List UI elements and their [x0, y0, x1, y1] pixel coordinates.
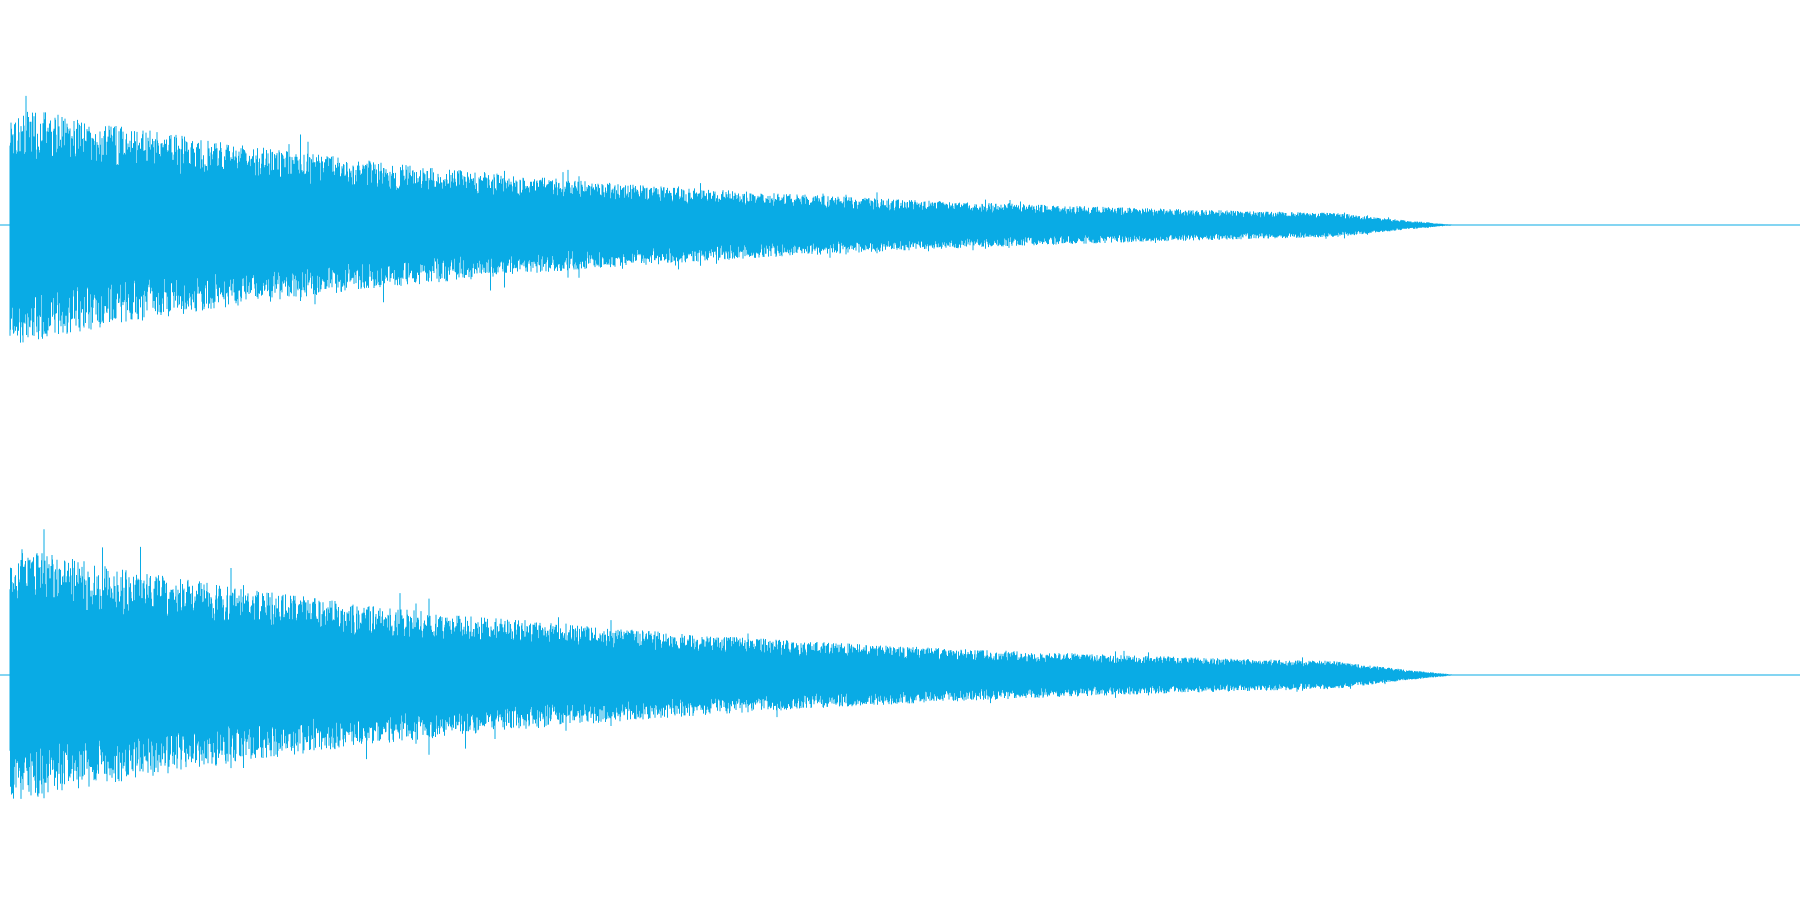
channel-right-waveform	[0, 529, 1800, 799]
channel-right-wave-path	[9, 529, 1458, 799]
channel-left-wave-path	[9, 95, 1458, 343]
channel-left-track[interactable]	[0, 0, 1800, 450]
channel-right-track[interactable]	[0, 450, 1800, 900]
channel-left-waveform	[0, 95, 1800, 343]
